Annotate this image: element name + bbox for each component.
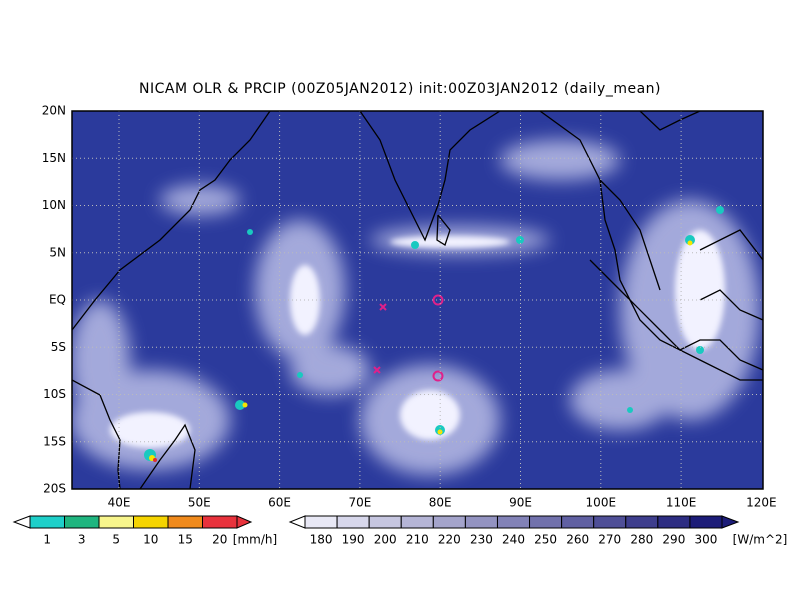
colorbar-tick: 210 <box>406 533 429 547</box>
lat-label: 20N <box>42 104 66 118</box>
colorbar-box <box>432 515 466 529</box>
colorbar-tick: 180 <box>310 533 333 547</box>
lon-label: 70E <box>348 496 371 510</box>
colorbar-box <box>133 515 169 529</box>
colorbar-box <box>689 515 723 529</box>
colorbar-box <box>202 515 238 529</box>
colorbar-box <box>336 515 370 529</box>
colorbar-tick: 5 <box>112 533 120 547</box>
lat-label: 15N <box>42 151 66 165</box>
colorbar-unit: [W/m^2] <box>733 533 788 547</box>
lat-label: 10N <box>42 198 66 212</box>
lon-label: 110E <box>666 496 697 510</box>
colorbar-tick: 290 <box>662 533 685 547</box>
lat-label: 5N <box>49 245 66 259</box>
colorbar-arrow <box>721 515 740 529</box>
lon-label: 90E <box>509 496 532 510</box>
colorbar-box <box>400 515 434 529</box>
colorbar-tick: 240 <box>502 533 525 547</box>
colorbar-tick: 270 <box>598 533 621 547</box>
colorbar-box <box>464 515 498 529</box>
colorbar-box <box>593 515 627 529</box>
colorbar-tick: 250 <box>534 533 557 547</box>
colorbar-arrow <box>12 515 31 529</box>
colorbar-box <box>304 515 338 529</box>
colorbar-box <box>625 515 659 529</box>
colorbar-tick: 200 <box>374 533 397 547</box>
colorbar-box <box>529 515 563 529</box>
title: NICAM OLR & PRCIP (00Z05JAN2012) init:00… <box>139 81 661 97</box>
colorbar-box <box>29 515 65 529</box>
lat-label: 15S <box>43 434 66 448</box>
lat-label: EQ <box>49 293 66 307</box>
lon-label: 120E <box>746 496 777 510</box>
colorbar-box <box>167 515 203 529</box>
colorbar-tick: 20 <box>212 533 227 547</box>
lat-label: 5S <box>51 340 66 354</box>
colorbar-tick: 1 <box>43 533 51 547</box>
colorbar-tick: 10 <box>143 533 158 547</box>
colorbar-unit: [mm/h] <box>233 533 277 547</box>
lon-label: 40E <box>108 496 131 510</box>
colorbar-tick: 220 <box>438 533 461 547</box>
colorbar-box <box>561 515 595 529</box>
colorbar-tick: 300 <box>695 533 718 547</box>
colorbar-box <box>98 515 134 529</box>
lat-label: 20S <box>43 482 66 496</box>
lon-label: 80E <box>429 496 452 510</box>
colorbar-tick: 15 <box>178 533 193 547</box>
lat-label: 10S <box>43 387 66 401</box>
colorbar-box <box>496 515 531 529</box>
colorbar-tick: 190 <box>342 533 365 547</box>
lon-label: 60E <box>268 496 291 510</box>
lon-label: 100E <box>586 496 617 510</box>
map-field <box>72 111 763 489</box>
colorbar-tick: 260 <box>566 533 589 547</box>
colorbar-box <box>64 515 100 529</box>
colorbar-tick: 230 <box>470 533 493 547</box>
map-frame <box>71 110 764 490</box>
colorbar-box <box>368 515 402 529</box>
colorbar-arrow <box>236 515 253 529</box>
colorbar-box <box>657 515 691 529</box>
colorbar-tick: 280 <box>630 533 653 547</box>
lon-label: 50E <box>188 496 211 510</box>
colorbar-arrow <box>288 515 306 529</box>
colorbar-tick: 3 <box>78 533 86 547</box>
